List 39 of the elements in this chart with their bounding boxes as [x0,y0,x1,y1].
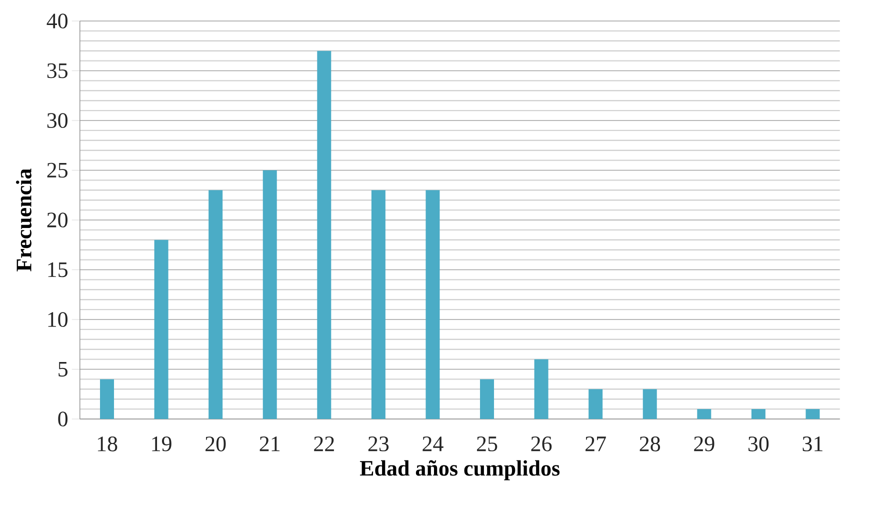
x-tick-label: 22 [314,436,334,452]
x-tick-label: 19 [152,436,172,452]
bar [697,409,712,419]
x-axis-title: Edad años cumplidos [360,460,560,480]
y-tick-label: 40 [46,14,68,28]
x-tick-label: 23 [368,436,389,452]
y-tick-label: 20 [47,212,68,228]
y-tick-label: 0 [58,412,68,426]
x-tick-label: 26 [531,436,552,452]
x-tick-label: 30 [748,436,769,452]
bar [154,240,168,419]
x-tick-label: 24 [422,436,444,452]
bar [371,190,386,419]
x-tick-label: 21 [260,436,280,452]
bar [534,359,548,419]
bar [317,50,332,419]
x-tick-label: 27 [586,436,606,452]
x-tick-label: 18 [98,436,118,452]
y-axis-title: Frecuencia [16,168,32,272]
bar [642,389,657,419]
bar [426,190,440,419]
x-tick-label: 20 [206,436,226,452]
y-tick-label: 30 [47,113,68,128]
bar [588,389,603,419]
x-tick-label: 29 [694,436,714,452]
y-tick-label: 15 [48,262,68,278]
bar [480,379,494,419]
x-tick-label: 25 [476,436,498,452]
x-tick-label: 28 [640,436,660,452]
x-tick-label: 31 [802,436,822,452]
y-tick-label: 5 [58,362,68,377]
y-tick-label: 10 [48,312,68,327]
y-tick-label: 35 [47,63,68,78]
bar [751,409,766,419]
bar [208,190,223,419]
bar [100,379,114,419]
y-tick-label: 25 [47,162,68,178]
bar [262,170,277,419]
bar [806,409,820,419]
